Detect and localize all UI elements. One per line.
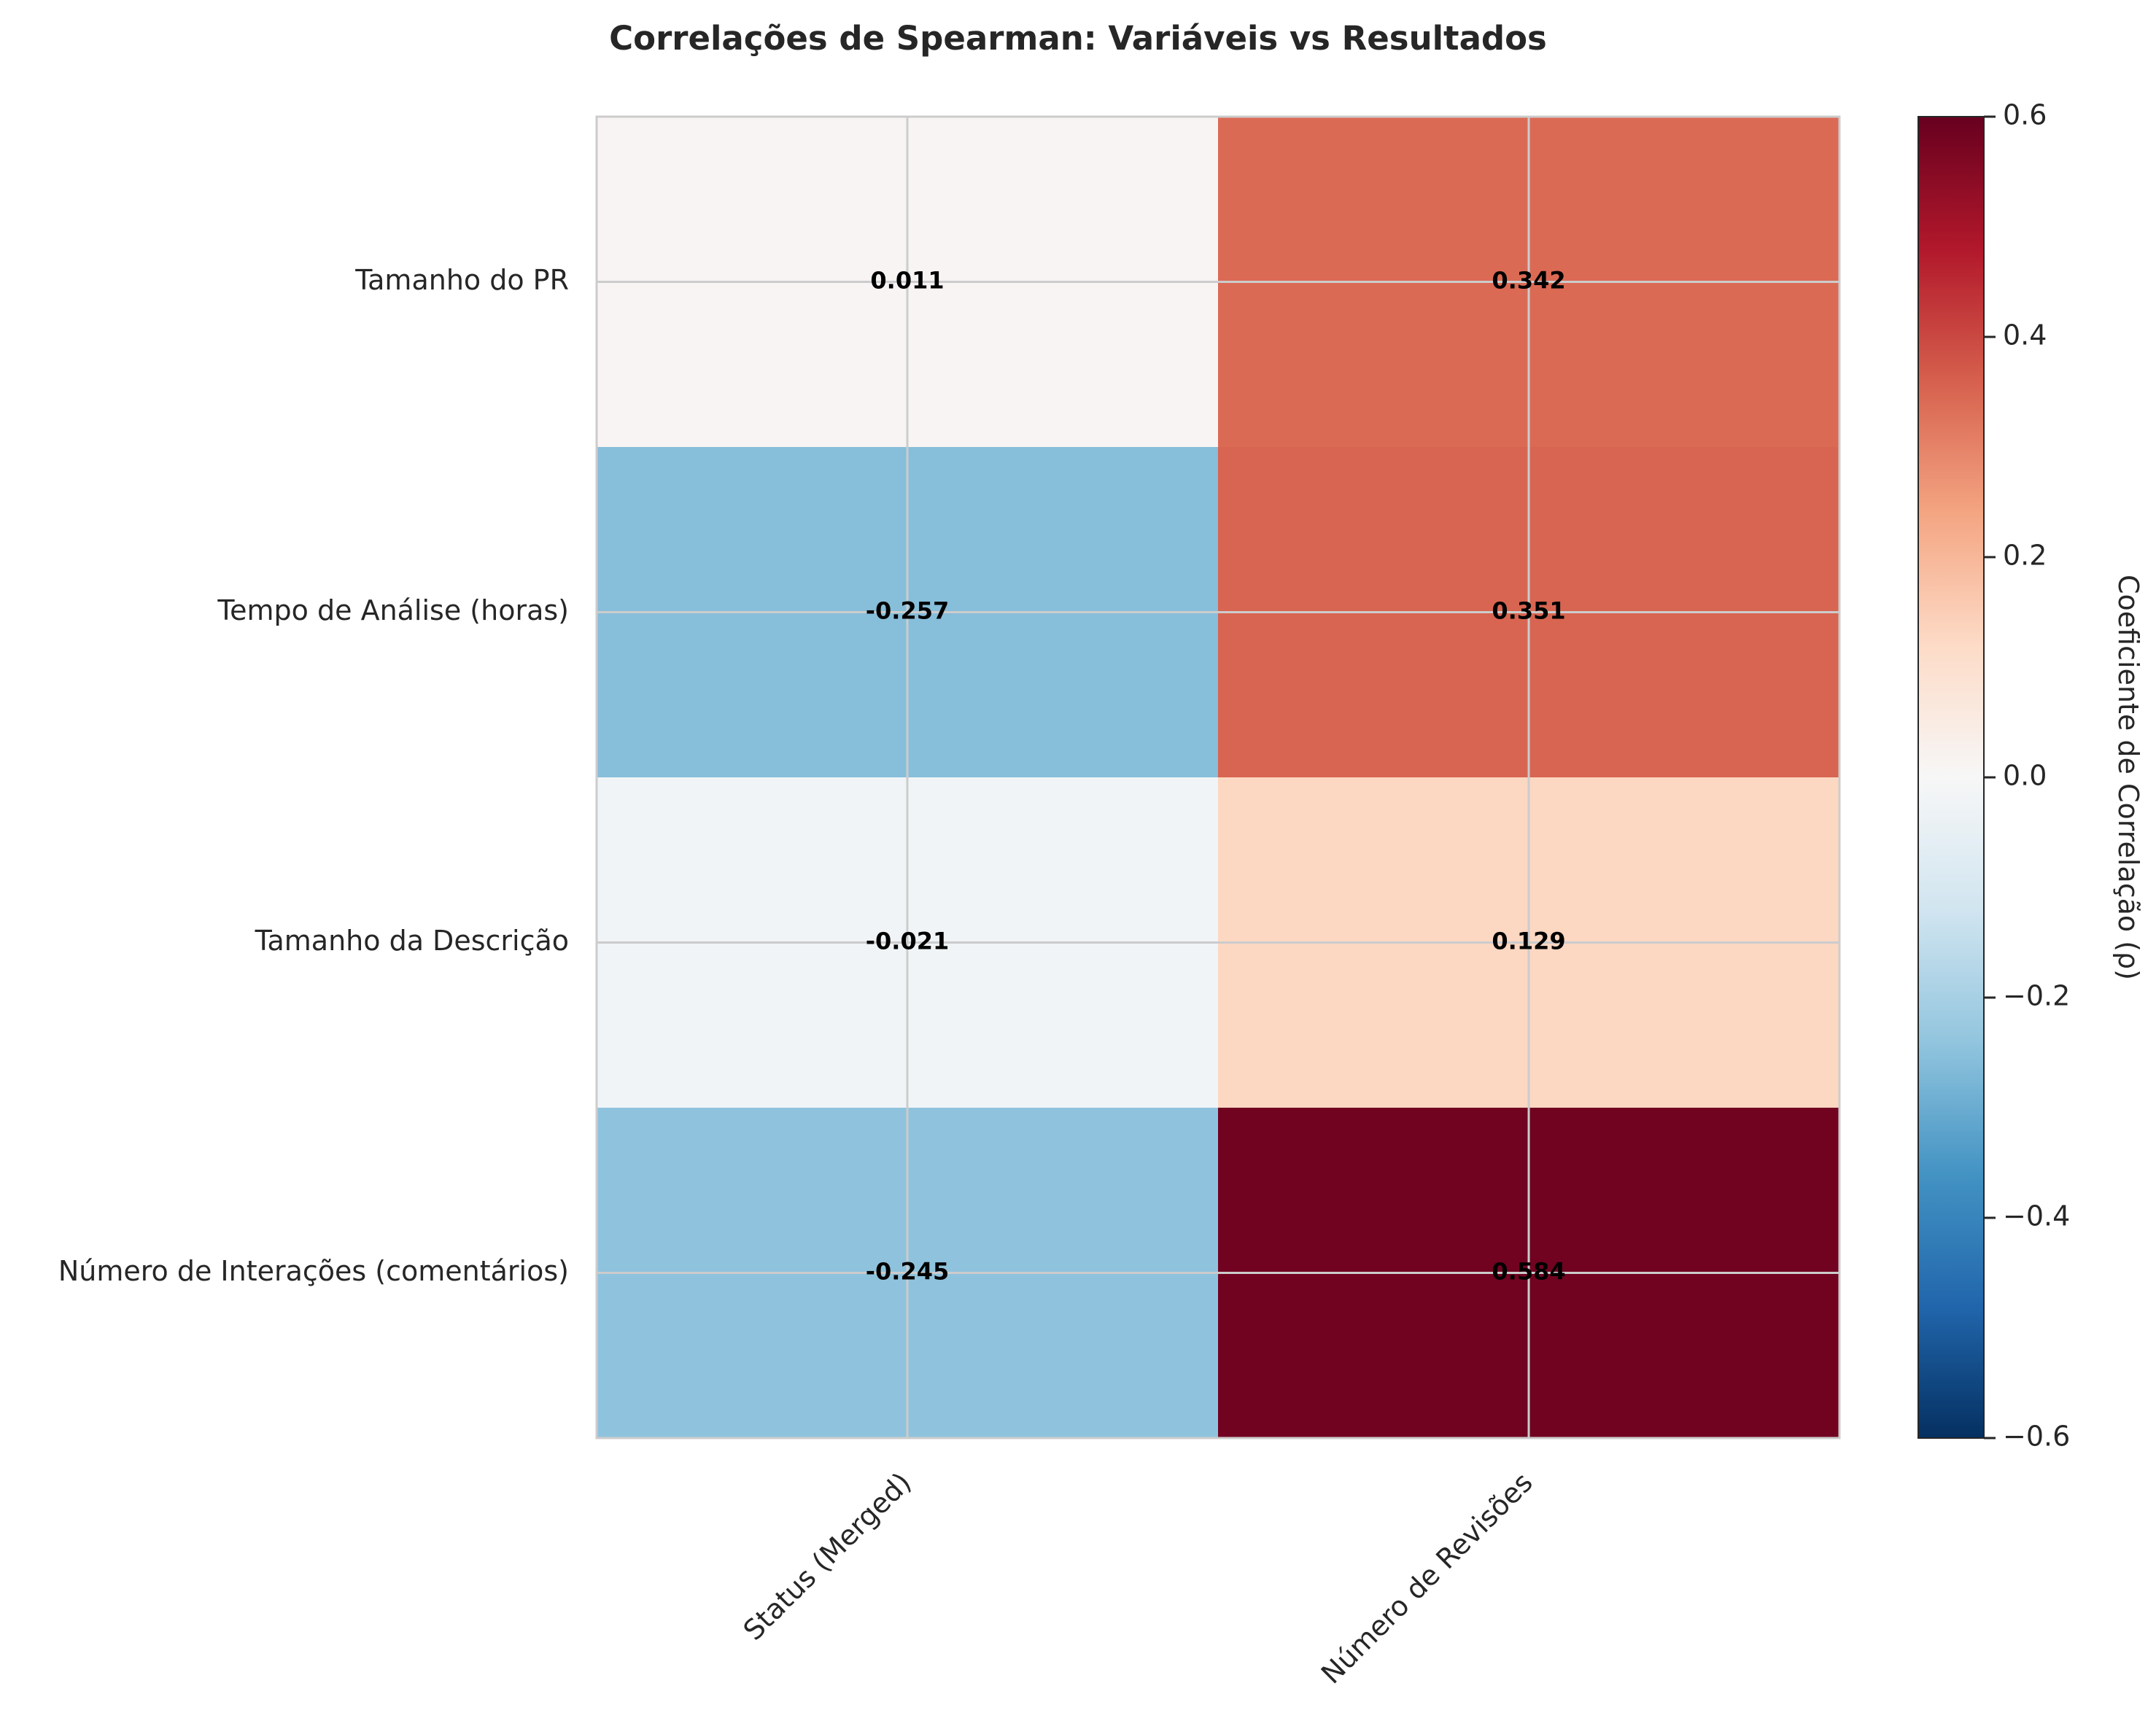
colorbar-tick-label: 0.0 xyxy=(2003,760,2047,792)
colorbar-tick-label: −0.6 xyxy=(2003,1421,2070,1453)
chart-title: Correlações de Spearman: Variáveis vs Re… xyxy=(609,19,1547,58)
x-tick-label: Número de Revisões xyxy=(1315,1466,1539,1690)
colorbar-tick-label: −0.4 xyxy=(2003,1200,2070,1232)
plot-frame xyxy=(595,115,1841,1439)
cell-value-label: 0.342 xyxy=(1492,267,1565,295)
y-tick-label: Número de Interações (comentários) xyxy=(58,1255,569,1287)
colorbar-tick-label: 0.2 xyxy=(2003,540,2047,572)
y-axis: Tamanho do PR Tempo de Análise (horas) Tam… xyxy=(58,264,569,1287)
colorbar-ticks: 0.6 0.4 0.2 0.0 −0.2 −0.4 −0.6 xyxy=(1984,99,2070,1453)
cell-value-label: -0.021 xyxy=(866,928,950,955)
cell-value-label: 0.129 xyxy=(1492,928,1565,955)
colorbar-tick-label: −0.2 xyxy=(2003,980,2070,1012)
cell-value-label: -0.257 xyxy=(866,597,950,625)
colorbar-tick-label: 0.6 xyxy=(2003,99,2047,131)
x-axis: Status (Merged) Número de Revisões xyxy=(737,1466,1539,1690)
cell-value-label: 0.584 xyxy=(1492,1258,1565,1286)
cell-value-label: 0.011 xyxy=(870,267,944,295)
colorbar-label: Coeficiente de Correlação (ρ) xyxy=(2112,575,2144,980)
y-tick-label: Tamanho da Descrição xyxy=(255,925,569,957)
grid-lines xyxy=(597,117,1839,1438)
colorbar-gradient xyxy=(1917,116,1985,1439)
y-tick-label: Tempo de Análise (horas) xyxy=(217,594,569,626)
cell-value-label: -0.245 xyxy=(866,1258,950,1286)
colorbar: 0.6 0.4 0.2 0.0 −0.2 −0.4 −0.6 Coeficiente de … xyxy=(1917,99,2144,1453)
cell-value-label: 0.351 xyxy=(1492,597,1565,625)
colorbar-tick-label: 0.4 xyxy=(2003,319,2047,351)
x-tick-label: Status (Merged) xyxy=(737,1466,918,1647)
y-tick-label: Tamanho do PR xyxy=(354,264,569,296)
cell-value-labels: 0.011 0.342 -0.257 0.351 -0.021 0.129 -0.245 0.… xyxy=(866,267,1566,1286)
heatmap-cells xyxy=(597,117,1840,1439)
